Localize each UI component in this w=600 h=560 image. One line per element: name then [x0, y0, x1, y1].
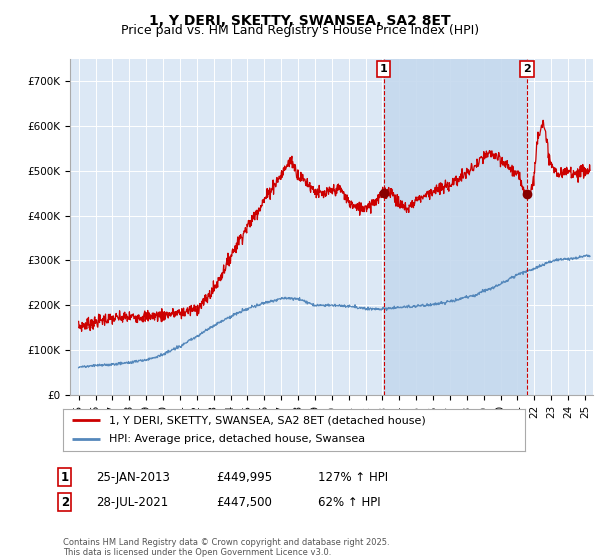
Text: 2: 2 — [61, 496, 69, 509]
Text: 25-JAN-2013: 25-JAN-2013 — [96, 470, 170, 484]
Text: 127% ↑ HPI: 127% ↑ HPI — [318, 470, 388, 484]
Text: 28-JUL-2021: 28-JUL-2021 — [96, 496, 168, 509]
Text: Price paid vs. HM Land Registry's House Price Index (HPI): Price paid vs. HM Land Registry's House … — [121, 24, 479, 37]
Text: £449,995: £449,995 — [216, 470, 272, 484]
Text: £447,500: £447,500 — [216, 496, 272, 509]
Bar — [383, 59, 527, 395]
Text: 62% ↑ HPI: 62% ↑ HPI — [318, 496, 380, 509]
Text: 1: 1 — [380, 64, 388, 74]
Text: HPI: Average price, detached house, Swansea: HPI: Average price, detached house, Swan… — [109, 435, 365, 445]
Text: 1: 1 — [61, 470, 69, 484]
Text: 1, Y DERI, SKETTY, SWANSEA, SA2 8ET: 1, Y DERI, SKETTY, SWANSEA, SA2 8ET — [149, 14, 451, 28]
Text: 1, Y DERI, SKETTY, SWANSEA, SA2 8ET (detached house): 1, Y DERI, SKETTY, SWANSEA, SA2 8ET (det… — [109, 415, 426, 425]
Text: Contains HM Land Registry data © Crown copyright and database right 2025.
This d: Contains HM Land Registry data © Crown c… — [63, 538, 389, 557]
Text: 2: 2 — [523, 64, 531, 74]
